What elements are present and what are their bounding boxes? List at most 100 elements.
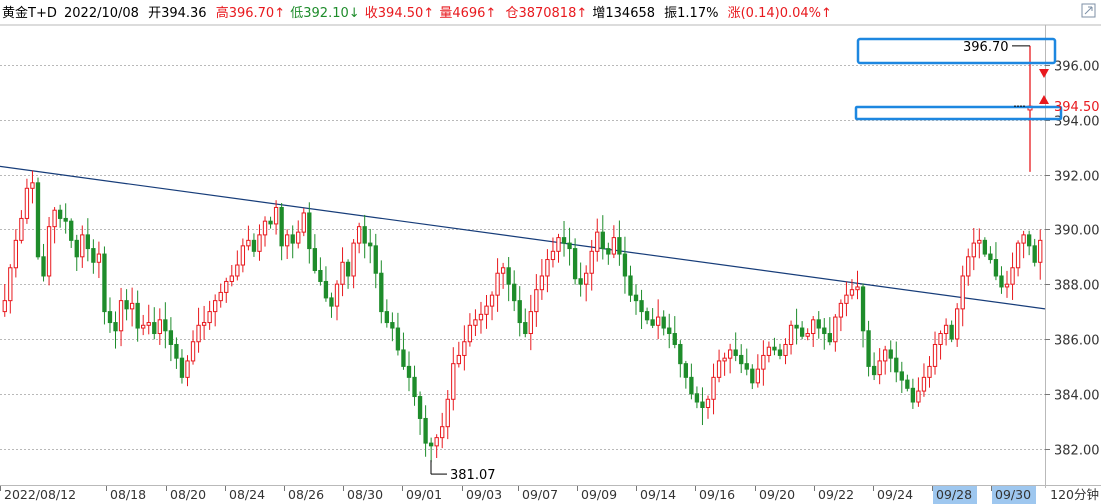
candle-body[interactable]	[196, 324, 201, 343]
candle-body[interactable]	[8, 267, 13, 302]
candle-body[interactable]	[456, 354, 461, 365]
candle-body[interactable]	[617, 237, 622, 255]
candle-body[interactable]	[329, 297, 334, 307]
candle-body[interactable]	[783, 343, 788, 356]
candle-body[interactable]	[96, 253, 102, 263]
candle-body[interactable]	[1032, 245, 1037, 263]
candle-body[interactable]	[185, 360, 190, 378]
candle-body[interactable]	[69, 220, 74, 241]
candle-body[interactable]	[672, 333, 677, 345]
candle-body[interactable]	[943, 324, 949, 335]
candle-body[interactable]	[312, 248, 318, 272]
candle-body[interactable]	[345, 261, 351, 277]
candle-body[interactable]	[57, 209, 63, 219]
time-tick-label[interactable]: 09/16	[699, 487, 735, 502]
candle-body[interactable]	[545, 259, 550, 277]
candle-body[interactable]	[550, 250, 556, 261]
candle-body[interactable]	[855, 286, 860, 291]
candle-body[interactable]	[993, 259, 999, 277]
candle-body[interactable]	[750, 368, 755, 384]
trendline[interactable]	[0, 165, 1046, 310]
candle-body[interactable]	[440, 426, 445, 439]
candle-body[interactable]	[285, 234, 290, 247]
candle-body[interactable]	[877, 360, 882, 376]
candle-body[interactable]	[661, 316, 666, 329]
candle-body[interactable]	[921, 376, 927, 392]
candle-body[interactable]	[788, 324, 794, 345]
candle-body[interactable]	[622, 253, 628, 277]
candle-body[interactable]	[727, 349, 733, 359]
candle-body[interactable]	[1021, 234, 1026, 244]
candle-body[interactable]	[129, 302, 135, 310]
candle-body[interactable]	[966, 256, 971, 277]
candle-body[interactable]	[74, 239, 79, 258]
candle-body[interactable]	[656, 316, 661, 326]
candle-body[interactable]	[124, 300, 129, 310]
candle-body[interactable]	[822, 327, 827, 335]
candle-body[interactable]	[412, 376, 417, 398]
candle-body[interactable]	[356, 226, 362, 244]
candle-body[interactable]	[102, 253, 107, 313]
candle-body[interactable]	[600, 231, 605, 250]
candle-body[interactable]	[46, 226, 52, 277]
candle-body[interactable]	[794, 324, 799, 329]
candle-body[interactable]	[694, 393, 700, 403]
candle-body[interactable]	[988, 253, 993, 261]
time-tick-label[interactable]: 08/24	[229, 487, 265, 502]
candle-body[interactable]	[567, 242, 572, 250]
candle-body[interactable]	[163, 319, 168, 332]
candle-body[interactable]	[478, 313, 484, 321]
candle-body[interactable]	[262, 220, 268, 236]
candle-body[interactable]	[257, 234, 262, 252]
candle-body[interactable]	[152, 322, 157, 335]
candle-body[interactable]	[805, 333, 810, 337]
candle-body[interactable]	[373, 245, 378, 274]
candle-body[interactable]	[1010, 267, 1015, 285]
candle-body[interactable]	[678, 343, 683, 365]
candle-body[interactable]	[85, 234, 90, 250]
time-tick-label[interactable]: 09/09	[581, 487, 617, 502]
time-tick-label[interactable]: 09/24	[877, 487, 913, 502]
candle-body[interactable]	[733, 349, 738, 356]
candle-body[interactable]	[224, 280, 229, 293]
candle-body[interactable]	[894, 357, 899, 373]
candle-body[interactable]	[833, 316, 838, 343]
candle-body[interactable]	[323, 280, 329, 299]
candle-body[interactable]	[971, 242, 976, 258]
candle-body[interactable]	[213, 300, 218, 313]
candle-body[interactable]	[417, 396, 423, 419]
candle-body[interactable]	[218, 291, 223, 302]
candle-body[interactable]	[932, 343, 938, 367]
candle-body[interactable]	[523, 322, 528, 335]
resize-corner-icon[interactable]	[1081, 3, 1096, 18]
candle-body[interactable]	[849, 289, 855, 296]
candle-body[interactable]	[927, 365, 932, 378]
candle-body[interactable]	[340, 261, 345, 285]
candle-body[interactable]	[528, 311, 533, 335]
candle-body[interactable]	[572, 248, 578, 280]
candle-body[interactable]	[506, 267, 511, 285]
candle-body[interactable]	[362, 226, 367, 244]
candle-body[interactable]	[290, 234, 295, 244]
time-tick-label[interactable]: 09/07	[522, 487, 558, 502]
candle-body[interactable]	[379, 272, 384, 313]
candle-body[interactable]	[52, 209, 57, 228]
candle-body[interactable]	[135, 302, 140, 329]
candle-body[interactable]	[539, 275, 545, 291]
candle-body[interactable]	[683, 363, 689, 378]
candle-body[interactable]	[860, 286, 866, 332]
candle-body[interactable]	[1004, 283, 1010, 288]
candle-body[interactable]	[689, 376, 694, 395]
candle-body[interactable]	[484, 305, 489, 315]
candle-body[interactable]	[495, 272, 500, 296]
candle-body[interactable]	[30, 182, 35, 189]
candle-body[interactable]	[1038, 239, 1043, 263]
candle-body[interactable]	[633, 294, 639, 302]
time-tick-label[interactable]: 09/01	[406, 487, 442, 502]
candle-body[interactable]	[644, 311, 650, 321]
candle-body[interactable]	[179, 357, 185, 378]
candle-body[interactable]	[977, 239, 982, 244]
candle-body[interactable]	[384, 311, 389, 324]
candle-body[interactable]	[1026, 234, 1032, 247]
candle-body[interactable]	[650, 319, 655, 326]
